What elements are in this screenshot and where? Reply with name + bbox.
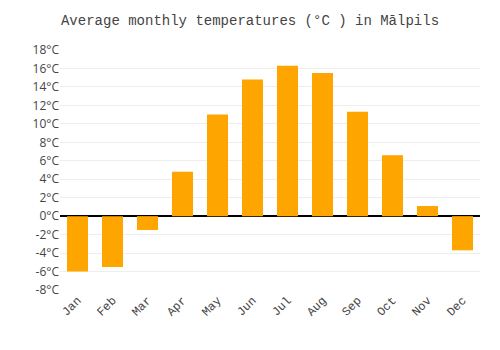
- svg-text:Aug: Aug: [304, 294, 329, 319]
- svg-text:Apr: Apr: [164, 294, 189, 319]
- svg-text:Dec: Dec: [444, 294, 469, 319]
- svg-text:Mar: Mar: [129, 294, 154, 319]
- svg-text:-6°C: -6°C: [36, 263, 60, 280]
- svg-text:8°C: 8°C: [39, 134, 59, 151]
- svg-text:Jan: Jan: [59, 294, 84, 319]
- svg-text:4°C: 4°C: [39, 170, 59, 187]
- svg-text:0°C: 0°C: [39, 207, 59, 224]
- svg-text:Jul: Jul: [269, 294, 294, 319]
- svg-text:Feb: Feb: [94, 294, 119, 319]
- svg-text:-4°C: -4°C: [36, 244, 60, 261]
- svg-text:10°C: 10°C: [33, 115, 60, 132]
- svg-text:14°C: 14°C: [33, 78, 60, 95]
- svg-text:Sep: Sep: [339, 294, 364, 319]
- svg-text:12°C: 12°C: [33, 97, 60, 114]
- svg-text:May: May: [199, 294, 224, 319]
- svg-text:-8°C: -8°C: [36, 281, 60, 298]
- svg-text:Nov: Nov: [409, 294, 434, 319]
- svg-text:Jun: Jun: [234, 294, 259, 319]
- svg-text:Oct: Oct: [374, 294, 399, 319]
- svg-text:2°C: 2°C: [39, 189, 59, 206]
- svg-text:16°C: 16°C: [33, 60, 60, 77]
- svg-text:18°C: 18°C: [33, 41, 60, 58]
- svg-text:-2°C: -2°C: [36, 226, 60, 243]
- svg-text:Average monthly temperatures (: Average monthly temperatures (°C ) in Mā…: [61, 13, 439, 29]
- svg-text:6°C: 6°C: [39, 152, 59, 169]
